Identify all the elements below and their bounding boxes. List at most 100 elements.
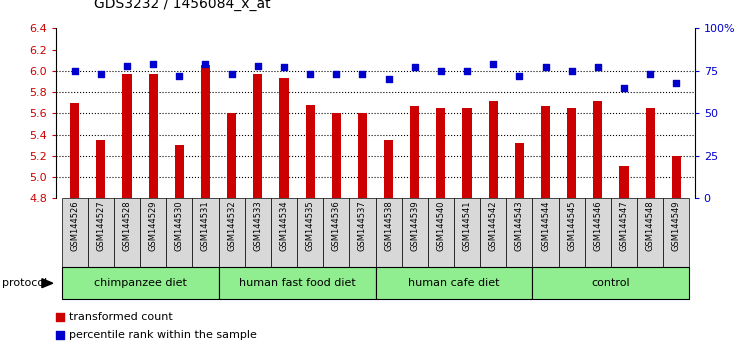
Point: [382, 76, 394, 82]
Bar: [96, 140, 105, 198]
Bar: [515, 143, 524, 198]
Bar: [271, 198, 297, 267]
Bar: [88, 198, 114, 267]
Text: GSM144527: GSM144527: [96, 200, 105, 251]
Bar: [436, 108, 445, 198]
Bar: [140, 198, 166, 267]
Bar: [376, 267, 532, 299]
Point: [409, 64, 421, 70]
Text: GSM144546: GSM144546: [593, 200, 602, 251]
Text: GSM144531: GSM144531: [201, 200, 210, 251]
Text: GSM144548: GSM144548: [646, 200, 655, 251]
Bar: [672, 156, 681, 198]
Point: [200, 61, 212, 67]
Point: [671, 80, 683, 86]
Bar: [567, 108, 576, 198]
Bar: [410, 106, 419, 198]
Point: [121, 63, 133, 69]
Point: [487, 61, 499, 67]
Bar: [506, 198, 532, 267]
Text: human cafe diet: human cafe diet: [409, 278, 499, 288]
Text: GDS3232 / 1456084_x_at: GDS3232 / 1456084_x_at: [94, 0, 270, 11]
Bar: [166, 198, 192, 267]
Text: protocol: protocol: [2, 278, 47, 288]
Text: GSM144534: GSM144534: [279, 200, 288, 251]
Bar: [201, 65, 210, 198]
Polygon shape: [42, 279, 53, 288]
Bar: [122, 74, 131, 198]
Bar: [357, 113, 367, 198]
Text: GSM144545: GSM144545: [567, 200, 576, 251]
Bar: [306, 105, 315, 198]
Text: GSM144540: GSM144540: [436, 200, 445, 251]
Text: GSM144528: GSM144528: [122, 200, 131, 251]
Bar: [175, 145, 184, 198]
Point: [357, 72, 369, 77]
Bar: [219, 198, 245, 267]
Point: [618, 85, 630, 91]
Bar: [463, 108, 472, 198]
Point: [278, 64, 290, 70]
Bar: [559, 198, 585, 267]
Text: GSM144533: GSM144533: [253, 200, 262, 251]
Bar: [585, 198, 611, 267]
Bar: [192, 198, 219, 267]
Bar: [402, 198, 428, 267]
Point: [592, 64, 604, 70]
Point: [461, 68, 473, 74]
Text: GSM144535: GSM144535: [306, 200, 315, 251]
Bar: [62, 267, 219, 299]
Bar: [384, 140, 394, 198]
Text: control: control: [592, 278, 630, 288]
Point: [304, 72, 316, 77]
Bar: [663, 198, 689, 267]
Text: percentile rank within the sample: percentile rank within the sample: [69, 330, 257, 339]
Bar: [62, 198, 88, 267]
Bar: [541, 106, 550, 198]
Point: [95, 72, 107, 77]
Bar: [149, 74, 158, 198]
Text: human fast food diet: human fast food diet: [239, 278, 355, 288]
Bar: [620, 166, 629, 198]
Bar: [454, 198, 480, 267]
Bar: [532, 267, 689, 299]
Text: GSM144539: GSM144539: [410, 200, 419, 251]
Text: GSM144529: GSM144529: [149, 200, 158, 251]
Bar: [349, 198, 376, 267]
Bar: [70, 103, 79, 198]
Bar: [532, 198, 559, 267]
Bar: [593, 101, 602, 198]
Point: [53, 314, 65, 320]
Bar: [428, 198, 454, 267]
Text: GSM144538: GSM144538: [384, 200, 393, 251]
Text: GSM144544: GSM144544: [541, 200, 550, 251]
Point: [147, 61, 159, 67]
Point: [252, 63, 264, 69]
Bar: [219, 267, 376, 299]
Point: [514, 73, 526, 79]
Bar: [323, 198, 349, 267]
Point: [566, 68, 578, 74]
Text: GSM144543: GSM144543: [515, 200, 524, 251]
Bar: [489, 101, 498, 198]
Text: GSM144541: GSM144541: [463, 200, 472, 251]
Text: GSM144542: GSM144542: [489, 200, 498, 251]
Point: [225, 72, 237, 77]
Bar: [227, 113, 236, 198]
Text: GSM144537: GSM144537: [358, 200, 367, 251]
Bar: [297, 198, 323, 267]
Point: [435, 68, 447, 74]
Point: [53, 332, 65, 337]
Text: GSM144530: GSM144530: [175, 200, 184, 251]
Text: GSM144532: GSM144532: [227, 200, 236, 251]
Bar: [332, 113, 341, 198]
Bar: [646, 108, 655, 198]
Point: [539, 64, 551, 70]
Point: [644, 72, 656, 77]
Text: chimpanzee diet: chimpanzee diet: [94, 278, 186, 288]
Bar: [114, 198, 140, 267]
Bar: [253, 74, 262, 198]
Bar: [376, 198, 402, 267]
Text: GSM144526: GSM144526: [70, 200, 79, 251]
Bar: [245, 198, 271, 267]
